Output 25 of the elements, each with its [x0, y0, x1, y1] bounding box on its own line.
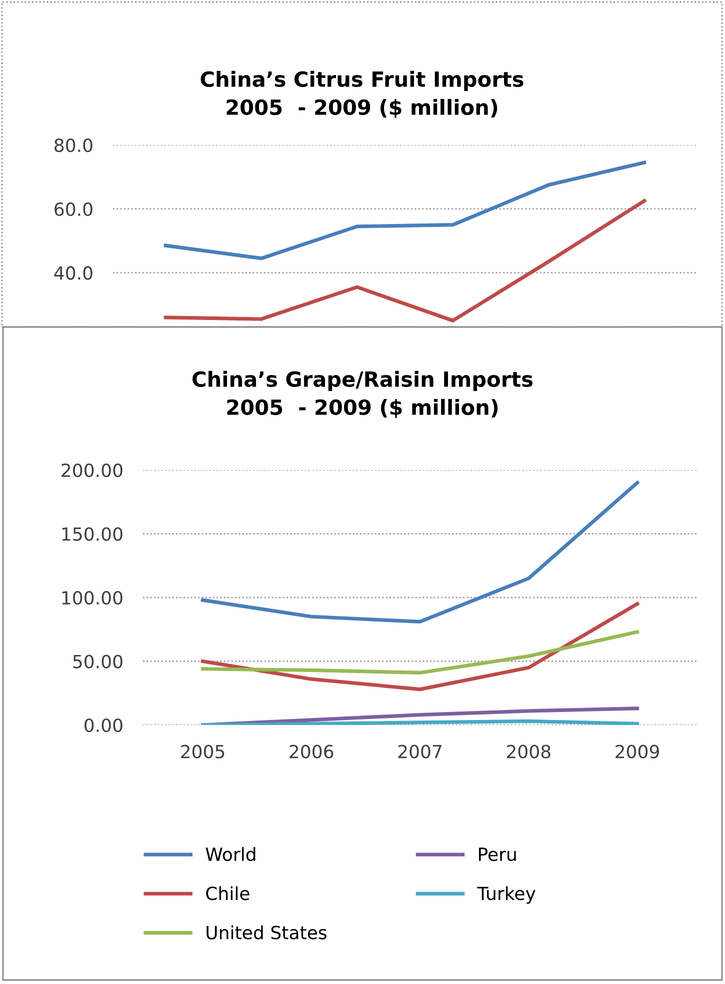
x-tick-label: 2008	[506, 744, 550, 758]
line-series	[200, 480, 640, 624]
x-tick-label: 2007	[398, 744, 442, 758]
legend-label: Peru	[478, 848, 516, 862]
y-tick-label: 200.00	[62, 463, 122, 478]
x-tick-label: 2009	[616, 744, 659, 758]
chart-title: China’s Citrus Fruit Imports 2005 - 2009 ($ million)	[200, 70, 524, 118]
y-tick-label: 150.00	[62, 527, 122, 541]
legend-label: United States	[206, 925, 326, 940]
y-tick-label: 0.00	[84, 718, 122, 732]
x-tick-label: 2006	[290, 744, 334, 758]
line-series	[200, 602, 640, 692]
x-tick-label: 2005	[181, 744, 224, 758]
legend-label: World	[206, 847, 256, 862]
y-tick-label: 60.0	[54, 202, 92, 216]
chart-title: China’s Grape/Raisin Imports 2005 - 2009 ($ million)	[192, 370, 533, 418]
legend-label: Turkey	[477, 886, 536, 904]
line-series	[164, 160, 646, 260]
y-tick-label: 80.0	[54, 138, 92, 152]
line-series	[164, 199, 646, 322]
y-tick-label: 100.00	[62, 590, 122, 605]
line-series	[200, 630, 640, 675]
y-tick-label: 40.0	[54, 266, 92, 280]
legend-label: Chile	[206, 886, 250, 900]
y-tick-label: 50.00	[73, 654, 122, 668]
